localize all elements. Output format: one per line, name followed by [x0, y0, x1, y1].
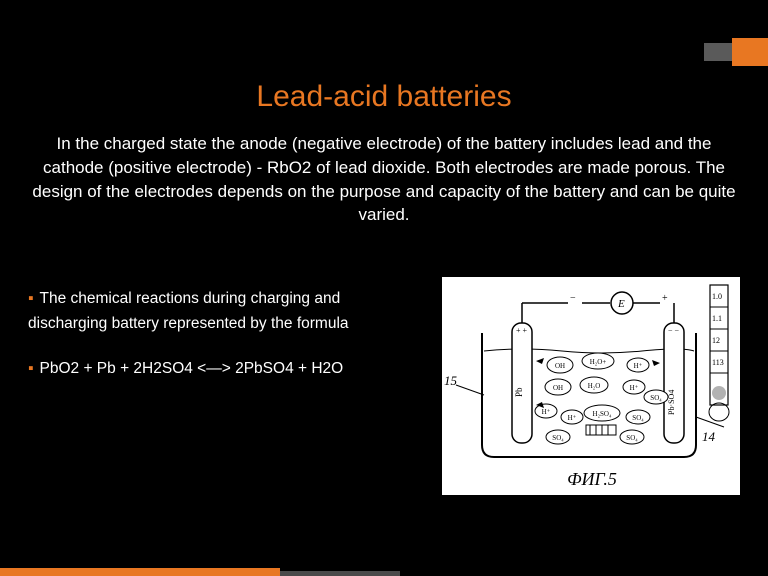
- body-paragraph: In the charged state the anode (negative…: [28, 132, 740, 227]
- svg-text:1.1: 1.1: [712, 314, 722, 323]
- svg-text:H₂SO₄: H₂SO₄: [593, 410, 612, 418]
- corner-decoration: [704, 38, 768, 66]
- svg-text:−: −: [570, 293, 576, 304]
- svg-text:H⁺: H⁺: [568, 414, 577, 422]
- battery-diagram: 1.0 1.1 12 113 − E +: [442, 277, 740, 495]
- svg-text:12: 12: [712, 336, 720, 345]
- svg-text:113: 113: [712, 358, 724, 367]
- circuit-label: E: [617, 298, 625, 310]
- lower-section: ▪The chemical reactions during charging …: [28, 277, 740, 495]
- bullet-text: The chemical reactions during charging a…: [28, 290, 349, 332]
- svg-text:SO₄: SO₄: [626, 434, 638, 442]
- bullet-item: ▪ PbO2 + Pb + 2H2SO4 <—> 2PbSO4 + H2O: [28, 357, 422, 382]
- svg-text:OH: OH: [555, 362, 565, 370]
- right-label: 14: [702, 429, 716, 444]
- svg-text:H₂O: H₂O: [588, 382, 601, 390]
- svg-text:H₂O+: H₂O+: [590, 358, 607, 366]
- electrode-left: Pb: [514, 387, 524, 397]
- svg-text:SO₄: SO₄: [650, 394, 662, 402]
- svg-text:SO₄: SO₄: [552, 434, 564, 442]
- svg-text:SO₄: SO₄: [632, 414, 644, 422]
- slide-content: Lead-acid batteries In the charged state…: [0, 0, 768, 515]
- bullet-list: ▪The chemical reactions during charging …: [28, 277, 442, 387]
- scale-label: 1.0: [712, 292, 722, 301]
- bottom-orange-bar: [0, 568, 280, 576]
- svg-text:H⁺: H⁺: [634, 362, 643, 370]
- svg-text:− −: − −: [668, 326, 680, 335]
- left-label: 15: [444, 373, 458, 388]
- svg-text:+ +: + +: [516, 326, 528, 335]
- bottom-gray-bar: [280, 571, 400, 576]
- bullet-marker: ▪: [28, 290, 34, 307]
- bullet-marker: ▪: [28, 360, 34, 377]
- svg-text:OH: OH: [553, 384, 563, 392]
- svg-text:+: +: [662, 293, 668, 304]
- svg-text:H⁺: H⁺: [630, 384, 639, 392]
- bullet-item: ▪The chemical reactions during charging …: [28, 287, 422, 337]
- svg-text:H⁺: H⁺: [542, 408, 551, 416]
- corner-orange-box: [732, 38, 768, 66]
- electrode-right: Pb·SO4: [667, 390, 676, 415]
- bullet-text: PbO2 + Pb + 2H2SO4 <—> 2PbSO4 + H2O: [40, 360, 344, 377]
- figure-caption: ФИГ.5: [567, 469, 617, 489]
- slide-title: Lead-acid batteries: [28, 80, 740, 114]
